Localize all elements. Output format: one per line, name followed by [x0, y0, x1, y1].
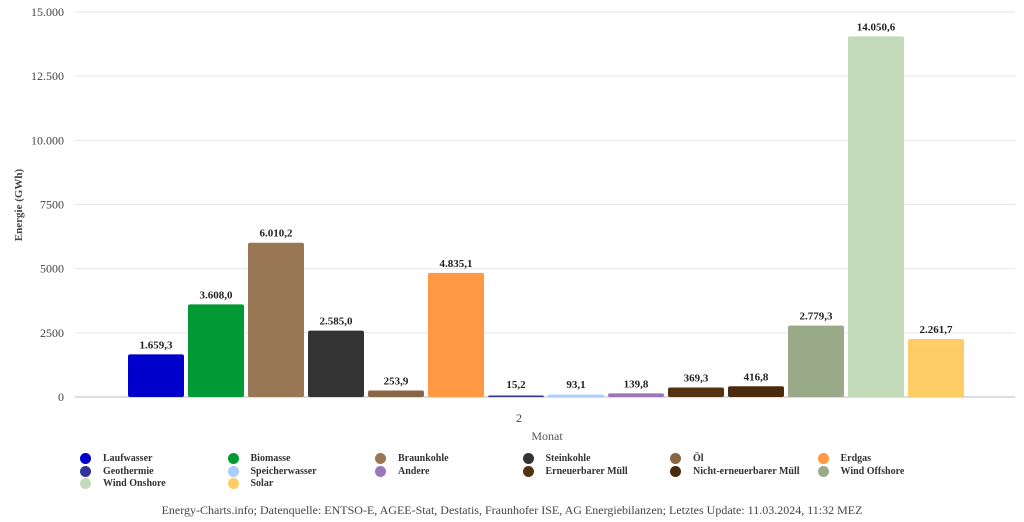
- legend-marker: [80, 478, 91, 489]
- legend-label: Erdgas: [840, 453, 872, 464]
- bar-biomasse: [188, 304, 244, 397]
- data-label: 1.659,3: [140, 339, 174, 351]
- legend-item[interactable]: Öl: [670, 453, 704, 464]
- y-tick-label: 7500: [40, 198, 64, 212]
- legend-label: Steinkohle: [545, 453, 591, 464]
- bar-laufwasser: [128, 354, 184, 397]
- bar-nicht-erneuerbarer-müll: [728, 386, 784, 397]
- bar-andere: [608, 393, 664, 397]
- legend-label: Geothermie: [103, 465, 154, 477]
- legend-item[interactable]: Laufwasser: [80, 453, 152, 464]
- data-label: 3.608,0: [200, 289, 234, 301]
- legend-label: Solar: [250, 478, 274, 489]
- data-label: 93,1: [566, 379, 585, 391]
- bar-steinkohle: [308, 330, 364, 397]
- bar-solar: [908, 338, 964, 397]
- bar-speicherwasser: [548, 394, 604, 397]
- legend-label: Nicht-erneuerbarer Müll: [693, 465, 800, 477]
- legend-item[interactable]: Biomasse: [227, 453, 291, 464]
- y-tick-label: 12.500: [31, 69, 64, 83]
- legend-marker: [522, 465, 534, 477]
- bar-wind-offshore: [788, 325, 844, 397]
- y-tick-label: 2500: [40, 326, 64, 340]
- data-label: 4.835,1: [440, 258, 473, 270]
- bar-öl: [368, 390, 424, 397]
- legend-item[interactable]: Speicherwasser: [227, 465, 317, 477]
- data-label: 2.261,7: [920, 324, 954, 336]
- legend-marker: [817, 465, 829, 477]
- bar-erdgas: [428, 272, 484, 397]
- legend-label: Braunkohle: [398, 453, 449, 464]
- y-tick-label: 10.000: [31, 133, 64, 147]
- data-label: 416,8: [744, 371, 769, 383]
- data-label: 6.010,2: [260, 228, 294, 240]
- bar-braunkohle: [248, 242, 304, 397]
- legend-item[interactable]: Andere: [375, 465, 430, 477]
- y-tick-label: 0: [58, 390, 64, 404]
- data-label: 369,3: [684, 373, 709, 385]
- legend-label: Wind Offshore: [840, 465, 905, 477]
- legend-marker: [375, 453, 386, 464]
- legend-marker: [817, 453, 829, 464]
- data-label: 14.050,6: [857, 21, 896, 33]
- legend-item[interactable]: Solar: [227, 478, 274, 489]
- data-label: 15,2: [506, 379, 526, 391]
- data-label: 2.779,3: [800, 311, 834, 323]
- legend-label: Erneuerbarer Müll: [545, 465, 628, 477]
- legend-marker: [80, 465, 91, 477]
- legend-label: Andere: [398, 465, 430, 477]
- legend-marker: [227, 478, 239, 489]
- legend-marker: [227, 453, 239, 464]
- legend-item[interactable]: Nicht-erneuerbarer Müll: [670, 465, 800, 477]
- x-tick-label: 2: [516, 411, 522, 425]
- legend-item[interactable]: Erneuerbarer Müll: [522, 465, 628, 477]
- legend-label: Wind Onshore: [103, 478, 166, 489]
- bar-erneuerbarer-müll: [668, 387, 724, 397]
- legend-marker: [375, 465, 386, 477]
- legend-item[interactable]: Wind Offshore: [817, 465, 905, 477]
- legend-label: Biomasse: [250, 453, 291, 464]
- bar-wind-onshore: [848, 36, 904, 398]
- footer-source: Energy-Charts.info; Datenquelle: ENTSO-E…: [161, 503, 863, 517]
- data-label: 253,9: [384, 375, 409, 387]
- data-label: 2.585,0: [320, 316, 354, 328]
- y-axis-title: Energie (GWh): [13, 168, 25, 241]
- data-label: 139,8: [624, 378, 649, 390]
- legend-item[interactable]: Steinkohle: [522, 453, 591, 464]
- y-tick-label: 5000: [40, 262, 64, 276]
- bar-geothermie: [488, 395, 544, 397]
- legend-label: Speicherwasser: [250, 465, 317, 477]
- legend-label: Laufwasser: [103, 453, 153, 464]
- legend-marker: [227, 465, 239, 477]
- legend-item[interactable]: Braunkohle: [375, 453, 449, 464]
- legend-marker: [670, 465, 681, 477]
- legend-marker: [80, 453, 91, 464]
- x-axis-title: Monat: [531, 429, 563, 443]
- legend-item[interactable]: Geothermie: [80, 465, 154, 477]
- legend-marker: [522, 453, 534, 464]
- legend-marker: [670, 453, 681, 464]
- legend-label: Öl: [693, 453, 704, 464]
- legend-item[interactable]: Erdgas: [817, 453, 872, 464]
- y-tick-label: 15.000: [31, 5, 64, 19]
- legend-item[interactable]: Wind Onshore: [80, 478, 166, 489]
